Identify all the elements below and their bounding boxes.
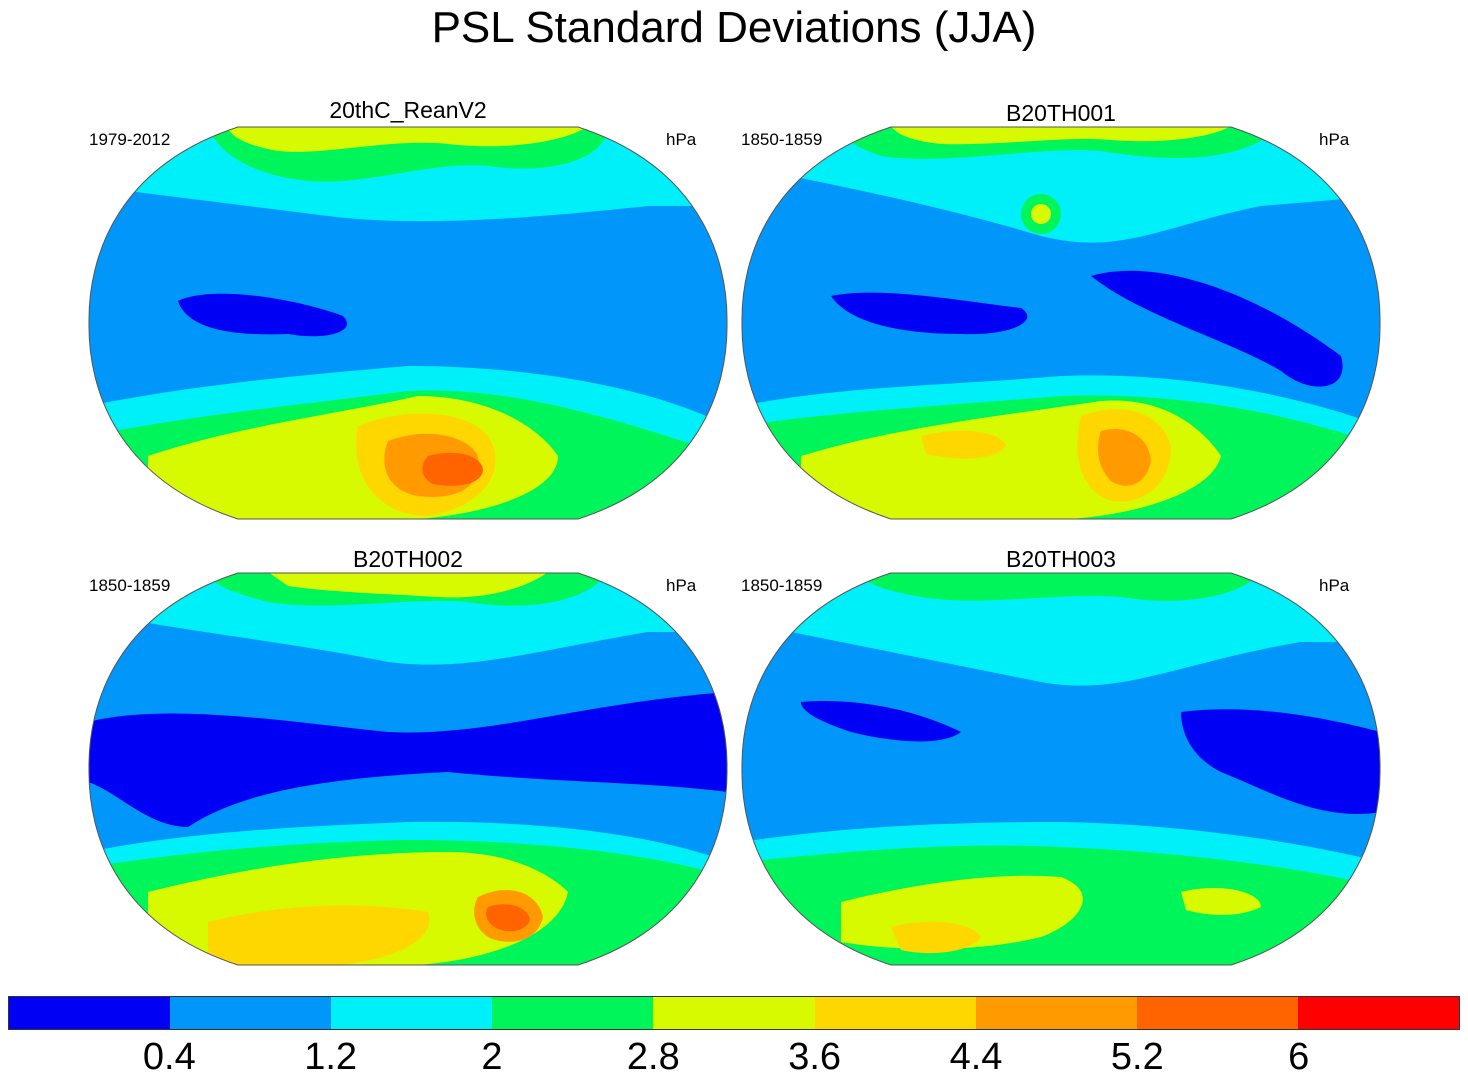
panel-1-map — [88, 126, 728, 520]
figure-title: PSL Standard Deviations (JJA) — [431, 3, 1037, 52]
panel-3-map — [88, 572, 728, 966]
colorbar-swatch — [653, 997, 815, 1029]
colorbar-swatch — [1297, 997, 1459, 1029]
panel-4-south-yellow-east — [1181, 887, 1261, 915]
colorbar-swatch — [9, 997, 171, 1029]
panel-4-arctic-green — [861, 573, 1261, 601]
panel-4-period: 1850-1859 — [741, 576, 823, 595]
panel-4-tropic-blue — [801, 701, 961, 742]
panel-4-units: hPa — [1319, 576, 1350, 595]
panel-2-title: B20TH001 — [1006, 100, 1116, 126]
panel-3-tropic-blue — [88, 692, 728, 827]
panel-1-period: 1979-2012 — [89, 130, 171, 149]
panel-4-title: B20TH003 — [1006, 546, 1116, 572]
colorbar-tick-label: 3.6 — [788, 1036, 842, 1078]
panel-4-outline — [741, 572, 1381, 966]
colorbar-swatch — [975, 997, 1137, 1029]
colorbar-tick-label: 1.2 — [304, 1036, 358, 1078]
panel-3-arctic-yellow — [268, 573, 548, 598]
colorbar-tick-label: 0.4 — [142, 1036, 196, 1078]
panel-4-map — [741, 572, 1381, 966]
panel-1-arctic-yellow — [228, 127, 588, 152]
colorbar-swatch — [1136, 997, 1298, 1029]
panel-2-outline — [741, 126, 1381, 520]
panel-4-south-gold — [891, 921, 981, 954]
panel-1-tropic-blue — [178, 293, 347, 337]
panel-1-outline — [88, 126, 728, 520]
colorbar-swatch — [331, 997, 493, 1029]
panel-4-north-cyan — [741, 573, 1381, 686]
panel-2-south-gold-west — [921, 430, 1006, 459]
panel-3-period: 1850-1859 — [89, 576, 171, 595]
panel-4-americas-blue — [1181, 709, 1381, 814]
colorbar-swatch — [814, 997, 976, 1029]
panel-1-units: hPa — [666, 130, 697, 149]
panel-2-period: 1850-1859 — [741, 130, 823, 149]
colorbar-tick-label: 6 — [1288, 1036, 1310, 1078]
colorbar-swatch — [492, 997, 654, 1029]
panel-1-south-red — [422, 452, 483, 486]
panel-2-americas-blue — [1091, 270, 1343, 387]
panel-1-title: 20thC_ReanV2 — [329, 97, 487, 123]
panel-3-outline — [88, 572, 728, 966]
panel-2-south-orange — [1098, 429, 1151, 486]
colorbar-tick-label: 4.4 — [949, 1036, 1003, 1078]
panel-2-pacific-yellow — [1031, 204, 1051, 224]
panel-3-units: hPa — [666, 576, 697, 595]
panel-3-title: B20TH002 — [353, 546, 463, 572]
colorbar-tick-label: 2 — [481, 1036, 503, 1078]
colorbar-tick-label: 5.2 — [1110, 1036, 1164, 1078]
colorbar-tick-label: 2.8 — [626, 1036, 680, 1078]
panel-3-south-red — [486, 904, 530, 932]
panel-2-arctic-yellow — [891, 127, 1231, 145]
panel-2-map — [741, 126, 1381, 520]
panel-3-south-gold — [208, 905, 430, 965]
panel-2-units: hPa — [1319, 130, 1350, 149]
colorbar-swatch — [170, 997, 332, 1029]
colorbar — [8, 996, 1460, 1030]
panel-2-tropic-blue — [831, 292, 1028, 335]
